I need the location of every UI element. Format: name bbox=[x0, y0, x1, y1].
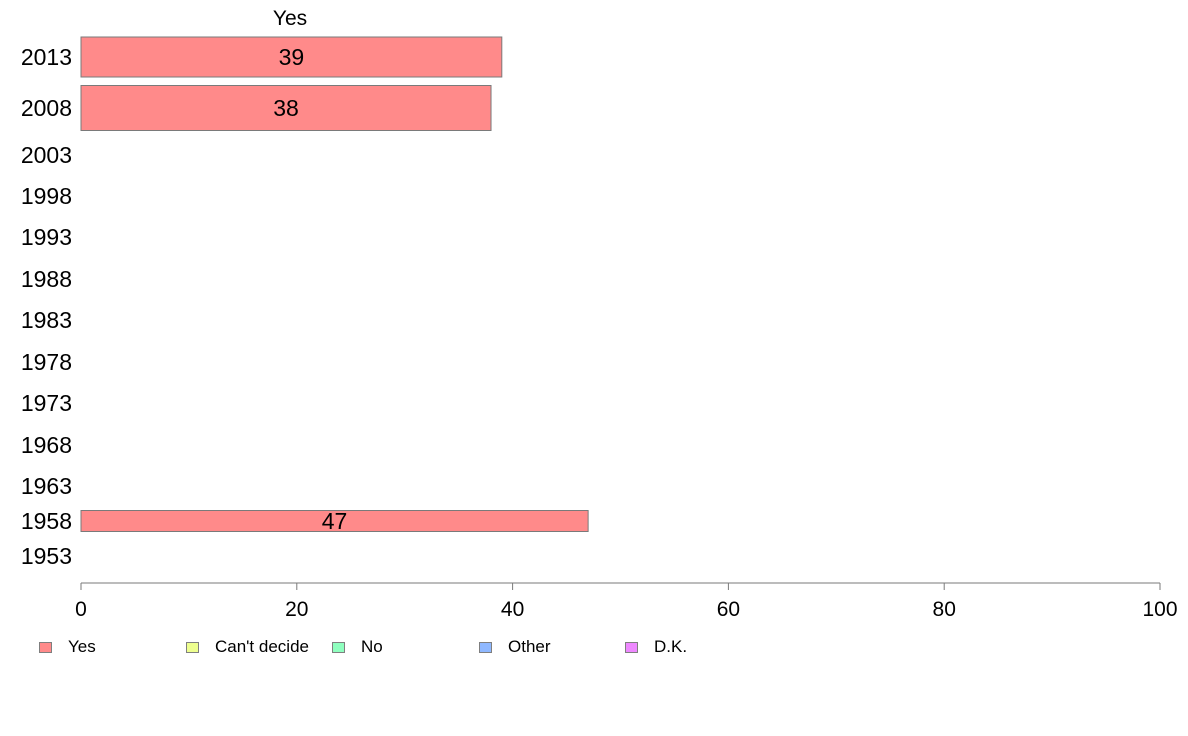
bar-yes-1958 bbox=[80, 510, 589, 532]
category-label-2013: 2013 bbox=[21, 44, 72, 70]
column-header: Yes bbox=[273, 7, 307, 30]
x-tick-label-20: 20 bbox=[285, 598, 308, 621]
category-label-1978: 1978 bbox=[21, 349, 72, 375]
bar-yes-2008 bbox=[80, 85, 492, 131]
category-label-1953: 1953 bbox=[21, 543, 72, 569]
bar-yes-2013 bbox=[80, 36, 503, 78]
category-label-1958: 1958 bbox=[21, 508, 72, 534]
x-tick-label-80: 80 bbox=[933, 598, 956, 621]
bars: 39 38 47 bbox=[80, 36, 589, 534]
category-label-1963: 1963 bbox=[21, 473, 72, 499]
category-label-2008: 2008 bbox=[21, 95, 72, 121]
x-tick-label-60: 60 bbox=[717, 598, 740, 621]
category-label-1988: 1988 bbox=[21, 266, 72, 292]
category-label-1968: 1968 bbox=[21, 432, 72, 458]
category-labels: 2013 2008 2003 1998 1993 1988 1983 1978 1973 1968… bbox=[21, 44, 72, 569]
data-label-1958: 47 bbox=[322, 508, 348, 534]
data-label-2013: 39 bbox=[279, 44, 305, 70]
data-label-2008: 38 bbox=[273, 95, 299, 121]
category-label-1993: 1993 bbox=[21, 224, 72, 250]
x-tick-label-100: 100 bbox=[1142, 598, 1177, 621]
category-label-1998: 1998 bbox=[21, 183, 72, 209]
x-tick-label-40: 40 bbox=[501, 598, 524, 621]
x-axis: 0 20 40 60 80 100 bbox=[75, 582, 1178, 621]
category-label-1983: 1983 bbox=[21, 307, 72, 333]
category-label-2003: 2003 bbox=[21, 142, 72, 168]
x-tick-label-0: 0 bbox=[75, 598, 87, 621]
category-label-1973: 1973 bbox=[21, 390, 72, 416]
